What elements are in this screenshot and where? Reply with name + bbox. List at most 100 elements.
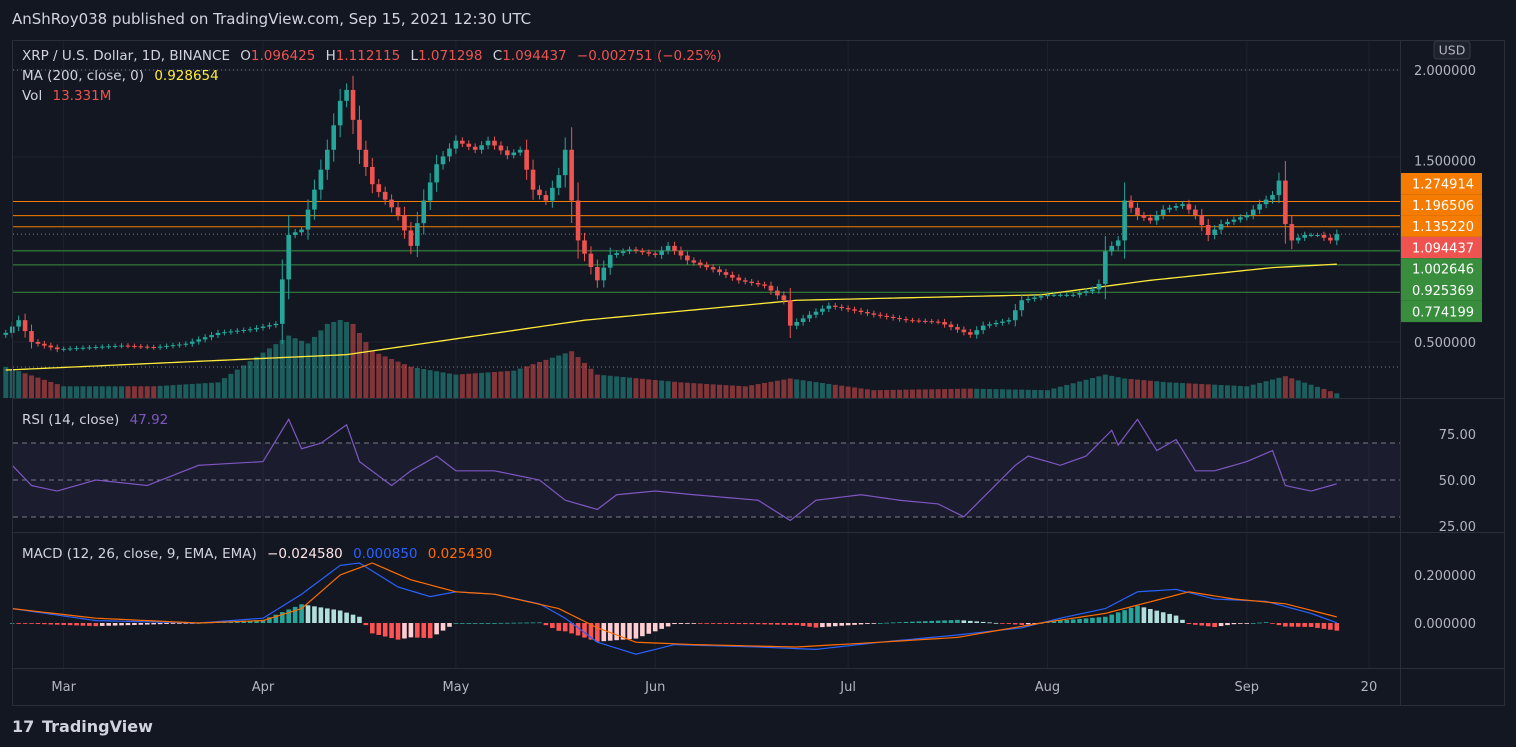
volume-bar (762, 382, 768, 398)
candle-body (331, 125, 337, 150)
volume-bar (305, 343, 311, 398)
candle-body (125, 345, 131, 347)
candle-body (736, 277, 742, 281)
volume-bar (498, 371, 504, 398)
macd-histogram-bar (99, 623, 105, 626)
volume-bar (80, 386, 86, 398)
volume-bar (234, 369, 240, 398)
macd-histogram-bar (1096, 617, 1102, 623)
macd-histogram-bar (993, 622, 999, 624)
candle-body (562, 149, 568, 176)
volume-bar (1089, 378, 1095, 398)
macd-signal-value: 0.025430 (428, 546, 492, 562)
candle-body (877, 314, 883, 316)
macd-histogram-bar (67, 623, 73, 626)
candle-body (99, 346, 105, 348)
macd-histogram-bar (961, 620, 967, 623)
candle-body (241, 329, 247, 331)
volume-bar (363, 342, 369, 398)
currency-button[interactable] (1433, 40, 1471, 60)
rsi-legend[interactable]: RSI (14, close) 47.92 (22, 412, 168, 428)
tradingview-logo[interactable]: 17 TradingView (12, 717, 153, 736)
volume-bar (1179, 383, 1185, 398)
macd-histogram-bar (826, 623, 832, 627)
volume-bar (723, 385, 729, 398)
candle-body (35, 341, 41, 344)
macd-histogram-bar (710, 623, 716, 624)
horizontal-levels[interactable]: 1.274914 1.196506 1.135220 1.094437 1.002646… (13, 173, 1482, 323)
level-label-box (1400, 194, 1482, 216)
axes[interactable]: 2.000000 1.500000 0.500000 75.00 50.00 25.00 0… (51, 64, 1476, 695)
volume-bar (1122, 378, 1128, 398)
macd-histogram-bar (505, 622, 510, 624)
vol-label: Vol (22, 88, 42, 104)
candle-body (755, 283, 761, 285)
macd-histogram-bar (1218, 623, 1224, 627)
candle-body (132, 345, 137, 347)
candle-body (1038, 296, 1044, 298)
macd-histogram-bar (1141, 607, 1147, 623)
candle-body (787, 300, 793, 326)
level-label: 1.274914 (1412, 178, 1474, 193)
candle-body (54, 347, 60, 350)
macd-histogram-bar (968, 620, 973, 623)
volume-bar (61, 386, 67, 398)
volume-bar (1102, 374, 1108, 398)
volume-bar (1115, 377, 1121, 398)
candle-body (704, 264, 709, 268)
volume-bar (1160, 381, 1166, 398)
macd-histogram-bar (948, 620, 954, 623)
macd-histogram-bar (1302, 623, 1307, 627)
macd-histogram-bar (1167, 613, 1172, 623)
macd-histogram-bar (1090, 617, 1095, 623)
candle-body (762, 284, 767, 286)
candle-body (961, 329, 967, 333)
time-tick-label: 20 (1361, 680, 1378, 695)
volume-bar (41, 379, 47, 398)
volume-bar (1173, 382, 1179, 398)
ma-legend[interactable]: MA (200, close, 0) 0.928654 (22, 68, 219, 84)
macd-histogram-bar (1186, 623, 1192, 625)
volume-bar (794, 379, 800, 398)
volume-bar (729, 385, 735, 398)
candle-body (800, 318, 806, 323)
high-value: 1.112115 (336, 48, 400, 64)
macd-histogram-bar (498, 622, 504, 624)
candle-body (1212, 229, 1217, 235)
candle-body (1231, 219, 1237, 222)
candle-body (672, 245, 677, 251)
macd-histogram-bar (820, 623, 825, 628)
macd-histogram-bar (350, 614, 356, 623)
macd-histogram-bar (1025, 623, 1031, 625)
candle-body (29, 331, 34, 342)
macd-histogram-bar (781, 623, 787, 625)
candle-body (1025, 298, 1031, 301)
candle-body (292, 232, 298, 235)
volume-bar (781, 379, 787, 398)
macd-legend[interactable]: MACD (12, 26, close, 9, EMA, EMA) −0.024… (22, 546, 492, 562)
volume-bar (864, 389, 870, 398)
volume-bar (1032, 389, 1038, 398)
time-tick-label: Aug (1035, 680, 1060, 695)
volume-bar (768, 381, 774, 398)
volume-bar (183, 384, 189, 398)
candle-body (942, 322, 947, 325)
candle-body (1321, 234, 1327, 238)
macd-histogram-bar (247, 620, 253, 623)
volume-bar (209, 382, 215, 398)
candle-body (569, 149, 574, 201)
volume-bar (350, 323, 356, 398)
candle-body (1225, 221, 1230, 225)
volume-bar (832, 384, 838, 398)
volume-bar (672, 381, 678, 398)
volume-bar (151, 386, 157, 398)
vol-legend[interactable]: Vol 13.331M (22, 88, 111, 104)
low-value: 1.071298 (418, 48, 482, 64)
candle-body (1051, 294, 1057, 296)
macd-histogram-bar (312, 606, 317, 623)
macd-histogram-bar (1135, 605, 1140, 623)
rsi-value: 47.92 (130, 412, 169, 428)
candle-body (1045, 294, 1050, 297)
candle-body (260, 326, 266, 328)
